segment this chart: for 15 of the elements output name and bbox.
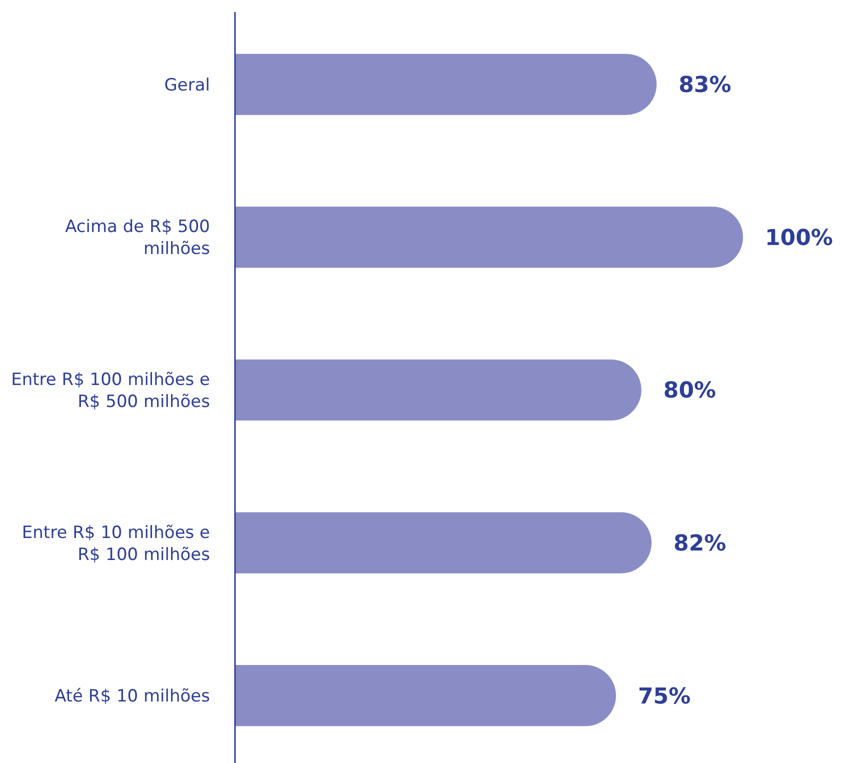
- bar: [235, 665, 616, 726]
- bar: [235, 54, 657, 115]
- data-label: 83%: [678, 73, 732, 98]
- data-label: 82%: [674, 532, 726, 556]
- y-tick-label: Entre R$ 100 milhões e R$ 500 milhões: [11, 370, 210, 412]
- bar: [235, 512, 652, 574]
- bar: [235, 206, 743, 268]
- y-tick-label: Acima de R$ 500 milhões: [65, 217, 210, 260]
- data-label: 75%: [638, 684, 691, 710]
- data-label: 100%: [765, 226, 833, 251]
- bar: [235, 359, 642, 421]
- data-label: 80%: [663, 378, 716, 404]
- y-tick-label: Geral: [164, 75, 210, 96]
- y-tick-label: Entre R$ 10 milhões e R$ 100 milhões: [22, 522, 210, 565]
- y-tick-label: Até R$ 10 milhões: [54, 686, 210, 707]
